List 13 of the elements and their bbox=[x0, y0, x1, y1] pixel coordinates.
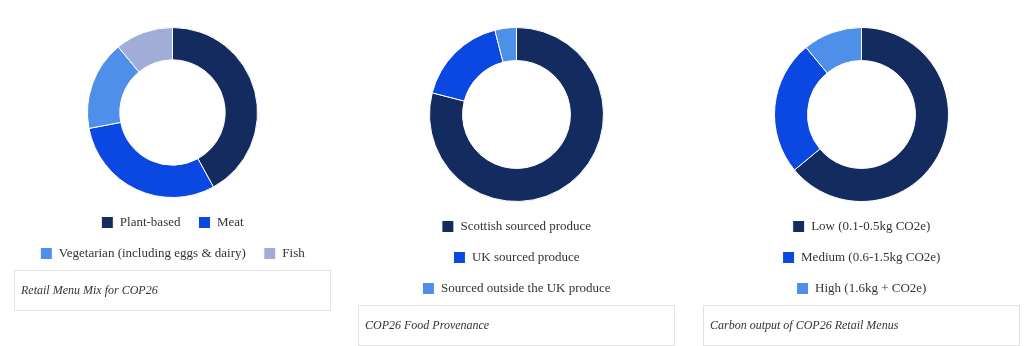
legend-label: Sourced outside the UK produce bbox=[440, 279, 611, 295]
legend-label: Low (0.1-0.5kg CO2e) bbox=[811, 217, 931, 233]
legend-label: Scottish sourced produce bbox=[460, 217, 592, 233]
legend-label: UK sourced produce bbox=[471, 248, 580, 264]
text: Carbon output of COP26 Retail Menus bbox=[703, 305, 1020, 346]
legend-label: Meat bbox=[216, 213, 245, 229]
legend-label: Vegetarian (including eggs & dairy) bbox=[58, 244, 246, 260]
legend-label: Plant-based bbox=[119, 213, 181, 229]
text: COP26 Food Provenance bbox=[358, 305, 675, 346]
legend-label: High (1.6kg + CO2e) bbox=[815, 279, 927, 295]
text: Retail Menu Mix for COP26 bbox=[14, 270, 331, 311]
legend-label: Fish bbox=[282, 244, 306, 260]
legend-label: Medium (0.6-1.5kg CO2e) bbox=[801, 248, 941, 264]
